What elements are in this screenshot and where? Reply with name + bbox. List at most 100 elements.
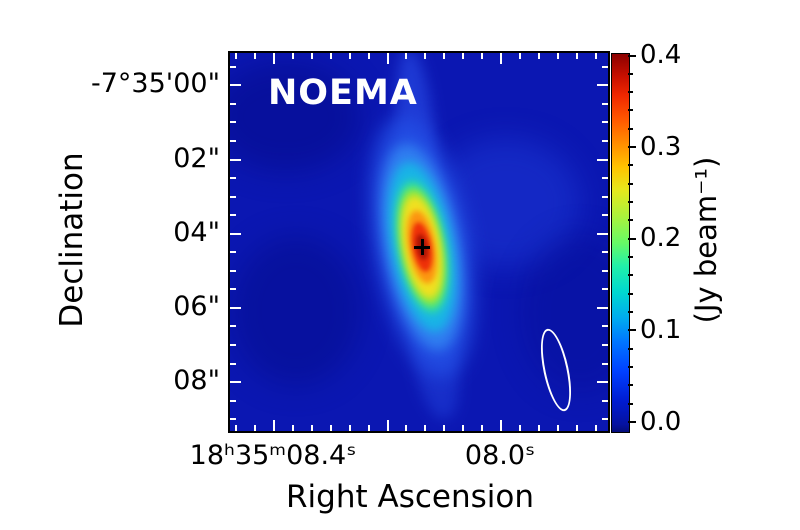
tick-mark: [230, 251, 236, 254]
tick-mark: [594, 425, 597, 431]
tick-mark: [597, 84, 608, 87]
y-tick-label-02: 02": [173, 143, 220, 174]
tick-mark: [230, 306, 241, 309]
tick-mark: [556, 53, 559, 59]
background-noise-dark-patch: [520, 233, 608, 393]
y-tick-label-06: 06": [173, 291, 220, 322]
tick-mark: [386, 53, 389, 64]
colorbar-tick-mark: [628, 54, 636, 57]
tick-mark: [230, 381, 241, 384]
tick-mark: [291, 53, 294, 59]
colorbar-tick-mark: [628, 237, 636, 240]
tick-mark: [500, 53, 503, 64]
tick-mark: [537, 425, 540, 431]
tick-mark: [602, 102, 608, 105]
tick-mark: [602, 418, 608, 421]
tick-mark: [500, 420, 503, 431]
tick-mark: [235, 53, 238, 59]
tick-mark: [602, 121, 608, 124]
tick-mark: [329, 425, 332, 431]
tick-mark: [594, 53, 597, 59]
colorbar-tick-mark: [628, 164, 633, 167]
y-tick-label-04: 04": [173, 217, 220, 248]
tick-mark: [230, 269, 236, 272]
tick-mark: [597, 158, 608, 161]
tick-mark: [273, 53, 275, 64]
tick-mark: [518, 53, 521, 59]
tick-mark: [230, 195, 236, 198]
tick-mark: [254, 53, 257, 59]
tick-mark: [602, 288, 608, 291]
tick-mark: [310, 53, 313, 59]
tick-mark: [602, 251, 608, 254]
tick-mark: [556, 425, 559, 431]
tick-mark: [424, 53, 427, 59]
tick-mark: [597, 306, 608, 309]
colorbar-tick-mark: [628, 329, 636, 332]
tick-mark: [405, 53, 408, 59]
intensity-map: NOEMA: [228, 51, 610, 433]
instrument-label: NOEMA: [268, 73, 418, 113]
colorbar: [611, 53, 636, 433]
colorbar-tick-mark: [628, 420, 636, 423]
tick-mark: [230, 232, 241, 235]
tick-mark: [602, 269, 608, 272]
colorbar-tick-label: 0.4: [640, 40, 682, 70]
colorbar-tick-mark: [628, 219, 633, 222]
tick-mark: [462, 425, 465, 431]
x-tick-label-080: 08.0ˢ: [464, 440, 536, 471]
colorbar-tick-mark: [628, 91, 633, 94]
tick-mark: [230, 121, 236, 124]
tick-mark: [254, 425, 257, 431]
colorbar-tick-mark: [628, 201, 633, 204]
background-noise-dark-patch: [231, 236, 361, 386]
tick-mark: [602, 65, 608, 68]
tick-mark: [235, 425, 238, 431]
tick-mark: [230, 102, 236, 105]
tick-mark: [602, 344, 608, 346]
tick-mark: [462, 53, 465, 59]
tick-mark: [481, 425, 484, 431]
tick-mark: [310, 425, 313, 431]
tick-mark: [602, 177, 608, 180]
colorbar-tick-mark: [628, 347, 633, 350]
peak-plus-marker: [421, 239, 424, 255]
colorbar-tick-mark: [628, 109, 633, 112]
tick-mark: [230, 344, 236, 346]
tick-mark: [597, 232, 608, 235]
tick-mark: [230, 418, 236, 421]
tick-mark: [273, 420, 275, 431]
x-axis-title: Right Ascension: [286, 479, 534, 515]
colorbar-tick-mark: [628, 310, 633, 313]
x-tick-label-084: 18ʰ35ᵐ08.4ˢ: [189, 440, 357, 471]
tick-mark: [230, 214, 236, 217]
tick-mark: [575, 425, 578, 431]
colorbar-tick-label: 0.2: [640, 223, 682, 253]
tick-mark: [537, 53, 540, 59]
tick-mark: [230, 158, 241, 161]
colorbar-axis-title: (Jy beam⁻¹): [689, 156, 723, 324]
tick-mark: [602, 195, 608, 198]
tick-mark: [443, 53, 446, 59]
tick-mark: [230, 177, 236, 180]
background-noise-dark-patch: [230, 62, 361, 172]
tick-mark: [597, 381, 608, 384]
colorbar-tick-mark: [628, 384, 633, 387]
tick-mark: [367, 53, 370, 59]
colorbar-tick-mark: [628, 256, 633, 259]
tick-mark: [230, 399, 236, 402]
tick-mark: [348, 53, 351, 59]
colorbar-tick-label: 0.1: [640, 315, 682, 345]
tick-mark: [443, 425, 446, 431]
y-tick-label-00: -7°35'00": [91, 68, 220, 99]
colorbar-tick-label: 0.3: [640, 132, 682, 162]
colorbar-tick-mark: [628, 72, 633, 75]
colorbar-tick-mark: [628, 274, 633, 277]
colorbar-tick-mark: [628, 127, 633, 130]
tick-mark: [602, 325, 608, 328]
tick-mark: [291, 425, 294, 431]
tick-mark: [230, 288, 236, 291]
tick-mark: [348, 425, 351, 431]
tick-mark: [230, 84, 241, 87]
